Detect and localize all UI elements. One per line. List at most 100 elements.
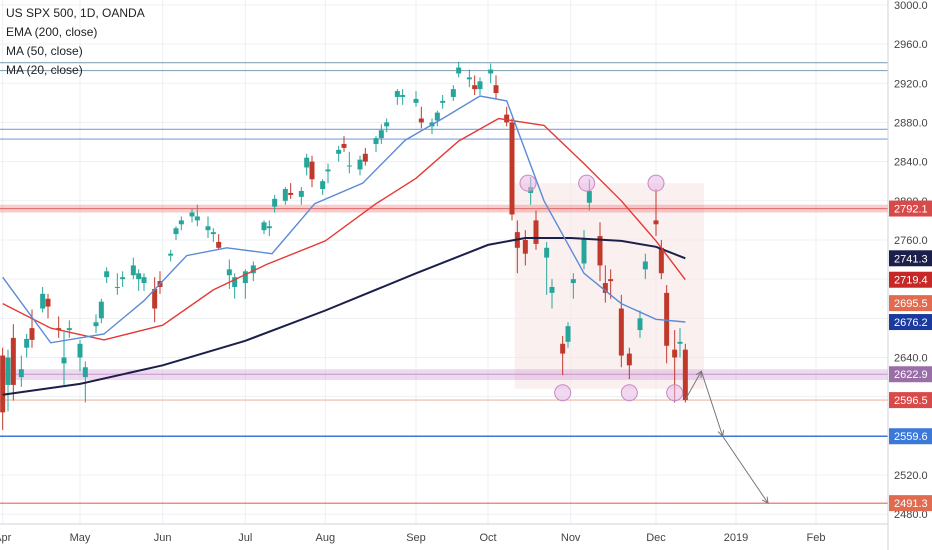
candle-body bbox=[82, 367, 88, 378]
candle-body bbox=[664, 292, 670, 346]
candle-body bbox=[434, 112, 440, 121]
candle-body bbox=[40, 293, 46, 309]
candle-body bbox=[602, 283, 608, 293]
candle-body bbox=[378, 130, 384, 139]
price-marker-label: 2622.9 bbox=[894, 369, 928, 381]
pattern-circle bbox=[620, 384, 638, 402]
candle-body bbox=[114, 286, 120, 288]
legend-ma20: MA (20, close) bbox=[6, 63, 83, 77]
candle-body bbox=[320, 181, 326, 190]
candle-body bbox=[29, 328, 35, 340]
candle-body bbox=[450, 89, 456, 97]
pattern-circle bbox=[519, 174, 537, 192]
candle-body bbox=[413, 98, 419, 103]
legend-ema200: EMA (200, close) bbox=[6, 25, 98, 39]
price-marker bbox=[889, 271, 932, 288]
candle-body bbox=[210, 232, 216, 235]
candle-body bbox=[608, 279, 614, 282]
y-tick-label: 2960.0 bbox=[894, 39, 928, 51]
candle-body bbox=[309, 161, 315, 180]
candle-body bbox=[472, 85, 478, 90]
candle-body bbox=[581, 238, 587, 264]
price-marker-label: 2491.3 bbox=[894, 498, 928, 510]
price-marker bbox=[889, 295, 932, 312]
candle-body bbox=[346, 165, 352, 167]
candle-body bbox=[56, 328, 62, 331]
candle-body bbox=[493, 85, 499, 94]
candle-body bbox=[384, 122, 390, 127]
y-tick-label: 3000.0 bbox=[894, 0, 928, 12]
candle-body bbox=[136, 273, 142, 280]
price-marker bbox=[889, 428, 932, 445]
price-marker bbox=[889, 250, 932, 267]
candle-body bbox=[504, 114, 510, 123]
candle-body bbox=[477, 81, 483, 90]
pattern-zone bbox=[514, 183, 704, 389]
candle-body bbox=[232, 277, 238, 287]
y-tick-label: 2520.0 bbox=[894, 470, 928, 482]
candle-body bbox=[440, 100, 446, 103]
candle-body bbox=[642, 261, 648, 270]
candle-body bbox=[120, 277, 126, 280]
candles bbox=[0, 61, 688, 430]
candle-body bbox=[400, 95, 406, 97]
legend-ma50: MA (50, close) bbox=[6, 44, 83, 58]
candle-body bbox=[216, 241, 222, 248]
candle-body bbox=[304, 157, 310, 168]
projection-segment bbox=[684, 371, 701, 400]
candle-body bbox=[18, 369, 24, 378]
candle-body bbox=[77, 343, 83, 358]
candle-body bbox=[272, 198, 278, 207]
price-marker-label: 2695.5 bbox=[894, 298, 928, 310]
x-tick-label: Oct bbox=[479, 532, 496, 544]
candle-body bbox=[152, 288, 158, 309]
pattern-circle bbox=[554, 384, 572, 402]
price-marker bbox=[889, 392, 932, 409]
candle-body bbox=[250, 265, 256, 274]
x-tick-label: Sep bbox=[406, 532, 426, 544]
price-marker-label: 2792.1 bbox=[894, 204, 928, 216]
candle-body bbox=[677, 341, 683, 344]
candle-body bbox=[282, 189, 288, 201]
pattern-circle bbox=[647, 174, 665, 192]
x-tick-label: May bbox=[70, 532, 91, 544]
x-tick-label: Apr bbox=[0, 532, 12, 544]
price-marker-label: 2559.6 bbox=[894, 431, 928, 443]
projection-segment bbox=[700, 371, 722, 436]
candle-body bbox=[658, 247, 664, 274]
candle-body bbox=[261, 222, 267, 231]
x-tick-label: Jun bbox=[154, 532, 172, 544]
pattern-circle bbox=[666, 384, 684, 402]
series-line-ma-50-close- bbox=[2, 117, 686, 341]
candle-body bbox=[488, 69, 494, 74]
x-tick-label: Dec bbox=[646, 532, 666, 544]
candle-body bbox=[357, 159, 363, 170]
x-axis: Apr May Jun Jul Aug Sep Oct Nov Dec 2019 Feb bbox=[0, 523, 888, 544]
candle-body bbox=[266, 226, 272, 229]
legend-symbol: US SPX 500, 1D, OANDA bbox=[6, 6, 145, 20]
candle-body bbox=[533, 220, 539, 244]
candle-body bbox=[61, 357, 67, 364]
candle-body bbox=[586, 190, 592, 203]
candle-body bbox=[653, 220, 659, 225]
candle-body bbox=[394, 91, 400, 97]
x-tick-label: Nov bbox=[561, 532, 581, 544]
candle-body bbox=[570, 279, 576, 284]
projection-segment bbox=[722, 435, 768, 503]
candle-body bbox=[509, 122, 515, 215]
y-tick-label: 2880.0 bbox=[894, 117, 928, 129]
candle-body bbox=[298, 190, 304, 197]
x-tick-label: Aug bbox=[316, 532, 336, 544]
y-tick-label: 2760.0 bbox=[894, 235, 928, 247]
series-line-ema-200-close- bbox=[2, 237, 686, 396]
candle-body bbox=[66, 328, 72, 331]
candle-body bbox=[98, 301, 104, 319]
price-marker bbox=[889, 314, 932, 331]
candle-body bbox=[549, 286, 555, 293]
candle-body bbox=[341, 143, 347, 148]
candle-body bbox=[178, 220, 184, 225]
y-tick-label: 2840.0 bbox=[894, 157, 928, 169]
pattern-circle bbox=[578, 174, 596, 192]
candle-body bbox=[522, 239, 528, 254]
